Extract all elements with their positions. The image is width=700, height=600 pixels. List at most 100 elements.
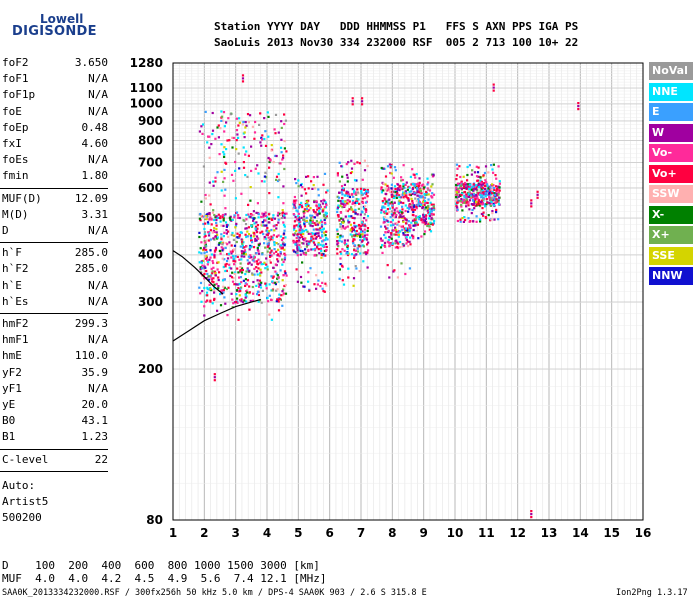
echo-point: [388, 235, 391, 239]
echo-point: [283, 252, 286, 255]
echo-point: [406, 230, 409, 233]
echo-point: [240, 192, 243, 195]
echo-point: [230, 173, 234, 176]
echo-point: [419, 189, 423, 192]
echo-point: [466, 179, 469, 182]
echo-point: [360, 210, 363, 213]
echo-point: [462, 175, 465, 178]
echo-point: [406, 240, 409, 243]
echo-point: [228, 216, 231, 219]
echo-point: [203, 314, 206, 317]
echo-point: [321, 287, 324, 290]
echo-point: [200, 261, 203, 264]
echo-point: [385, 212, 388, 215]
echo-point: [253, 273, 256, 276]
echo-point: [312, 248, 315, 251]
echo-point: [254, 120, 257, 124]
echo-point: [475, 165, 478, 168]
echo-point: [283, 140, 286, 143]
echo-point: [458, 165, 461, 168]
echo-point: [477, 200, 481, 203]
echo-point: [250, 169, 253, 172]
echo-point: [346, 209, 349, 213]
echo-point: [410, 221, 413, 224]
echo-point: [300, 194, 303, 197]
echo-point: [429, 230, 433, 233]
echo-point: [229, 274, 232, 277]
echo-point: [350, 206, 353, 209]
echo-point: [400, 211, 403, 214]
echo-point: [281, 243, 285, 246]
echo-point: [398, 189, 401, 192]
echo-point: [220, 224, 223, 227]
echo-point: [530, 510, 533, 513]
echo-point: [265, 224, 268, 227]
echo-point: [366, 233, 369, 236]
echo-point: [225, 232, 228, 235]
echo-point: [300, 216, 303, 219]
echo-point: [530, 202, 533, 205]
echo-point: [254, 227, 257, 230]
echo-point: [213, 256, 216, 259]
echo-point: [360, 230, 363, 233]
echo-point: [240, 300, 243, 303]
echo-point: [389, 166, 392, 169]
echo-point: [349, 223, 352, 226]
echo-point: [473, 196, 476, 199]
echo-point: [317, 243, 320, 246]
echo-point: [293, 226, 296, 229]
echo-point: [270, 144, 273, 147]
echo-point: [320, 252, 323, 255]
echo-point: [458, 193, 461, 196]
echo-point: [359, 213, 362, 216]
echo-point: [281, 241, 285, 244]
echo-point: [312, 228, 315, 231]
echo-point: [318, 210, 321, 213]
echo-point: [209, 238, 212, 241]
echo-point: [455, 178, 458, 181]
echo-point: [464, 185, 467, 188]
echo-point: [266, 226, 269, 230]
echo-point: [393, 208, 396, 211]
echo-point: [492, 204, 495, 207]
legend-item-ssw: SSW: [649, 185, 693, 203]
echo-point: [302, 230, 306, 233]
echo-point: [496, 193, 499, 196]
echo-point: [279, 251, 282, 254]
echo-point: [203, 239, 206, 243]
echo-point: [345, 209, 348, 212]
echo-point: [250, 245, 253, 248]
echo-point: [342, 189, 345, 192]
echo-point: [472, 220, 475, 223]
x-tick-label: 2: [200, 526, 208, 540]
echo-point: [397, 220, 400, 223]
echo-point: [490, 164, 493, 167]
echo-point: [264, 282, 267, 285]
echo-point: [351, 188, 354, 191]
echo-point: [312, 232, 315, 235]
echo-point: [381, 244, 384, 247]
echo-point: [388, 211, 391, 214]
echo-point: [361, 222, 364, 225]
echo-point: [322, 213, 326, 217]
echo-point: [232, 234, 235, 237]
echo-point: [239, 262, 242, 265]
echo-point: [242, 219, 245, 222]
echo-point: [198, 231, 201, 234]
echo-point: [341, 200, 344, 203]
echo-point: [403, 192, 406, 195]
echo-point: [296, 251, 299, 254]
echo-point: [470, 195, 473, 198]
echo-point: [245, 245, 248, 248]
echo-point: [489, 199, 492, 202]
echo-point: [411, 187, 414, 191]
echo-point: [312, 237, 315, 240]
echo-point: [224, 213, 227, 216]
echo-point: [354, 230, 357, 233]
echo-point: [206, 294, 209, 297]
echo-point: [402, 201, 405, 205]
echo-point: [414, 193, 417, 196]
echo-point: [361, 197, 364, 200]
echo-point: [219, 252, 222, 255]
echo-point: [393, 201, 396, 204]
